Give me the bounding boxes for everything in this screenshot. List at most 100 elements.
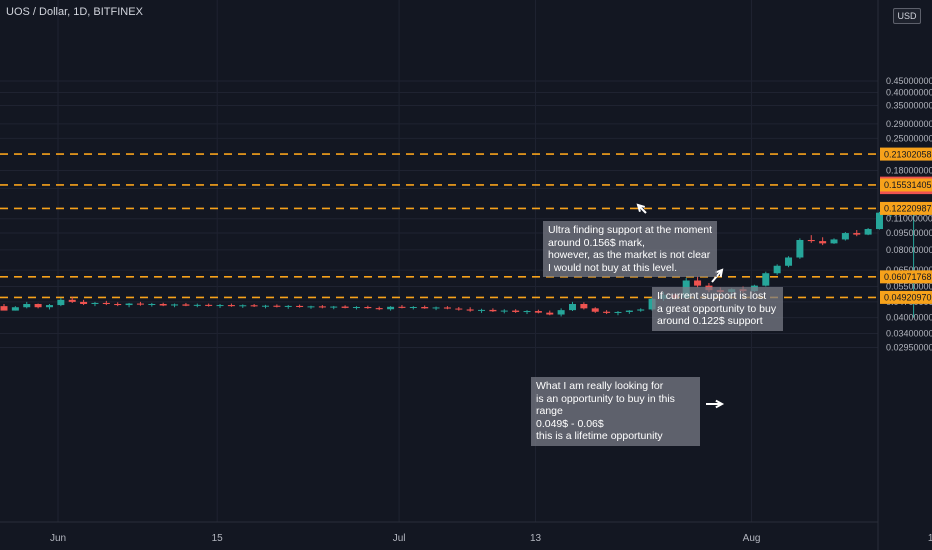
price-tick-label: 0.06500000 — [886, 265, 932, 275]
candle-body[interactable] — [546, 312, 554, 315]
candle-body[interactable] — [637, 309, 645, 311]
time-tick-label: 15 — [212, 533, 224, 544]
candle-body[interactable] — [796, 239, 804, 258]
candle-body[interactable] — [557, 310, 565, 315]
price-level-tag — [880, 201, 932, 215]
candle-body[interactable] — [523, 311, 531, 313]
candle-body[interactable] — [114, 303, 122, 306]
candle-body[interactable] — [455, 308, 463, 310]
candle-body[interactable] — [875, 212, 883, 230]
candle-body[interactable] — [284, 305, 292, 307]
annotation-arrowhead — [636, 203, 645, 212]
candle-body[interactable] — [375, 308, 383, 310]
candle-body[interactable] — [68, 299, 76, 302]
time-tick-label: 13 — [530, 533, 542, 544]
candle-body[interactable] — [387, 306, 395, 310]
note-buy-range: What I am really looking for is an oppor… — [531, 377, 700, 446]
candle-body[interactable] — [591, 308, 599, 312]
annotation-arrow — [711, 269, 723, 283]
candle-body[interactable] — [432, 307, 440, 309]
annotation-arrowhead — [715, 399, 725, 409]
candle-body[interactable] — [34, 303, 42, 308]
note-current-support: Ultra finding support at the moment arou… — [543, 221, 717, 277]
candle-body[interactable] — [125, 303, 133, 306]
candle-body[interactable] — [227, 305, 235, 307]
symbol-title[interactable]: UOS / Dollar, 1D, BITFINEX — [6, 6, 143, 18]
time-tick-label: Aug — [743, 533, 761, 544]
candle-body[interactable] — [807, 239, 815, 242]
candle-body[interactable] — [443, 307, 451, 309]
candle-body[interactable] — [466, 309, 474, 311]
candle-body[interactable] — [11, 307, 19, 311]
candle-body[interactable] — [478, 309, 486, 311]
candle-body[interactable] — [625, 310, 633, 312]
candle-body[interactable] — [57, 299, 65, 306]
annotation-arrowhead — [715, 268, 724, 278]
candle-body[interactable] — [534, 311, 542, 313]
candle-body[interactable] — [864, 229, 872, 235]
candle-body[interactable] — [171, 304, 179, 306]
candle-body[interactable] — [694, 280, 702, 286]
price-tick-label: 0.08000000 — [886, 245, 932, 255]
price-level-text: 0.06071768 — [884, 272, 932, 282]
candle-body[interactable] — [762, 273, 770, 286]
note-support-lost: If current support is lost a great oppor… — [652, 287, 783, 331]
candle-body[interactable] — [853, 233, 861, 235]
currency-button[interactable]: USD — [893, 8, 921, 24]
candle-body[interactable] — [193, 304, 201, 306]
price-tick-label: 0.40000000 — [886, 87, 932, 97]
candle-body[interactable] — [148, 303, 156, 305]
price-tick-label: 0.05500000 — [886, 282, 932, 292]
candle-body[interactable] — [580, 303, 588, 309]
candle-body[interactable] — [785, 257, 793, 266]
price-level-tag — [880, 270, 932, 284]
candle-body[interactable] — [512, 310, 520, 312]
candle-body[interactable] — [341, 306, 349, 308]
candle-body[interactable] — [421, 307, 429, 309]
price-level-tag — [880, 147, 932, 161]
price-level-tag — [880, 290, 932, 304]
candle-body[interactable] — [91, 302, 99, 304]
candle-body[interactable] — [216, 305, 224, 307]
candle-body[interactable] — [364, 307, 372, 309]
candle-body[interactable] — [102, 302, 110, 304]
candle-body[interactable] — [569, 303, 576, 311]
candle-body[interactable] — [318, 306, 326, 308]
candle-body[interactable] — [136, 303, 144, 305]
candle-body[interactable] — [841, 233, 849, 240]
candle-body[interactable] — [250, 305, 258, 307]
candle-body[interactable] — [239, 305, 247, 307]
candle-body[interactable] — [80, 301, 88, 304]
candle-body[interactable] — [409, 307, 417, 309]
candle-body[interactable] — [307, 306, 315, 308]
candle-body[interactable] — [205, 304, 213, 306]
candle-body[interactable] — [159, 303, 167, 306]
price-level-text: 0.04920970 — [884, 293, 932, 303]
candle-body[interactable] — [773, 265, 781, 274]
price-level-text: 0.15531405 — [884, 180, 932, 190]
candle-body[interactable] — [614, 311, 622, 313]
candle-body[interactable] — [273, 305, 281, 307]
price-tick-label: 0.04000000 — [886, 313, 932, 323]
candle-body[interactable] — [830, 239, 838, 244]
candle-body[interactable] — [489, 309, 497, 312]
candle-body[interactable] — [500, 310, 508, 312]
candle-body[interactable] — [819, 241, 827, 244]
candle-body[interactable] — [352, 307, 360, 309]
candle-body[interactable] — [23, 303, 31, 308]
candle-body[interactable] — [296, 305, 304, 308]
candle-body[interactable] — [182, 304, 190, 306]
candle-body[interactable] — [262, 305, 270, 307]
price-level-text: 0.12220987 — [884, 204, 932, 214]
candle-body[interactable] — [330, 306, 338, 308]
time-tick-label: Jul — [393, 533, 406, 544]
candle-body[interactable] — [0, 306, 8, 311]
candle-body[interactable] — [398, 306, 406, 308]
time-tick-label: 17 — [928, 533, 932, 544]
price-tick-label: 0.45000000 — [886, 76, 932, 86]
price-tick-label: 0.35000000 — [886, 101, 932, 111]
candle-body[interactable] — [45, 305, 53, 308]
candle-body[interactable] — [603, 311, 611, 313]
